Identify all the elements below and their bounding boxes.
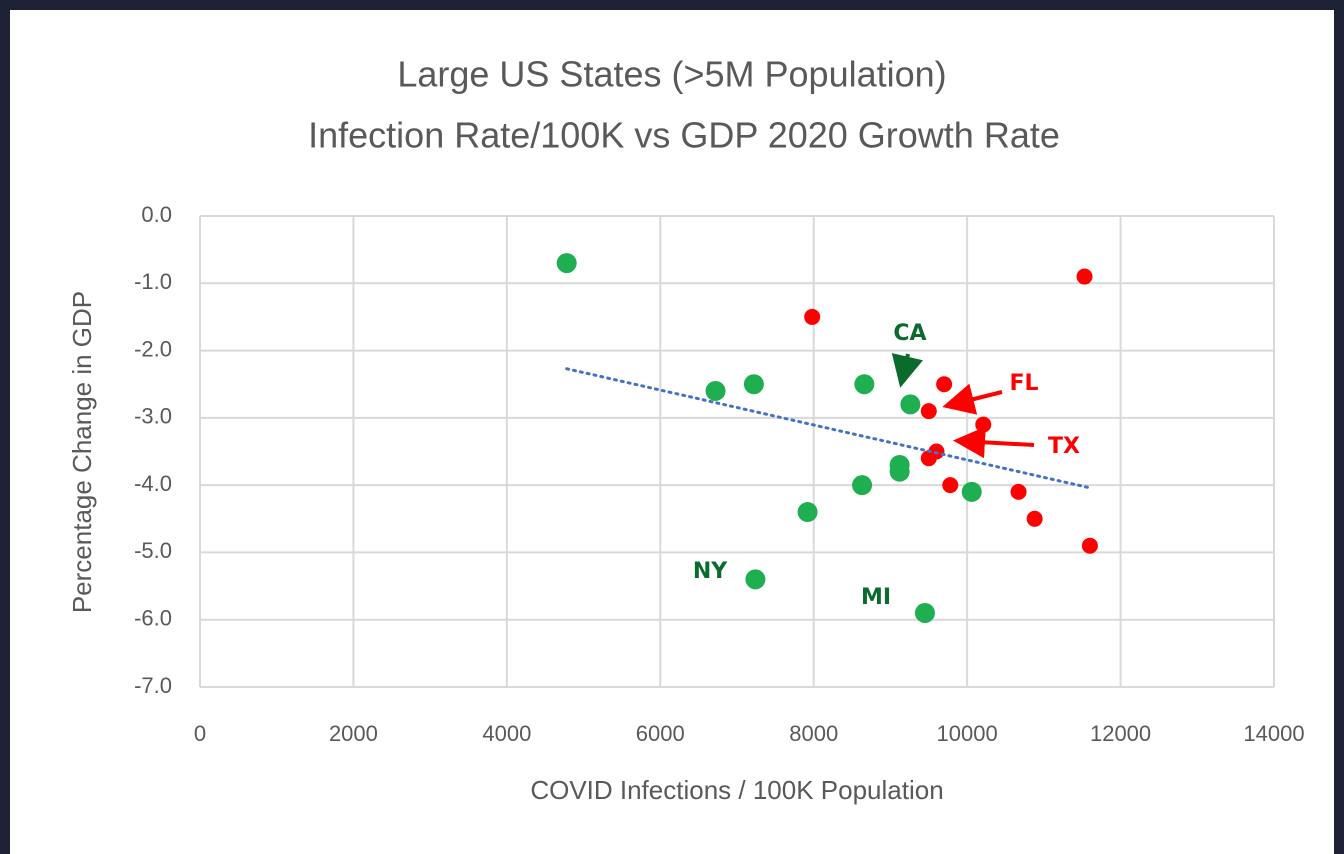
x-tick-label: 8000 (789, 721, 838, 746)
point (920, 450, 937, 467)
y-tick-label: -2.0 (134, 336, 172, 361)
point (942, 477, 959, 494)
y-tick-label: -4.0 (134, 471, 172, 496)
x-tick-label: 4000 (482, 721, 531, 746)
x-tick-label: 0 (194, 721, 206, 746)
y-tick-label: -6.0 (134, 606, 172, 631)
y-tick-label: 0.0 (141, 202, 172, 227)
annotation: FL (1009, 371, 1038, 396)
point (920, 403, 937, 420)
x-tick-label: 14000 (1243, 721, 1304, 746)
y-axis-label: Percentage Change in GDP (67, 291, 97, 613)
point (797, 502, 818, 523)
point (804, 308, 821, 325)
x-tick-label: 10000 (937, 721, 998, 746)
point (900, 394, 921, 415)
panel (10, 10, 1334, 854)
y-tick-label: -1.0 (134, 269, 172, 294)
annotation: MI (861, 585, 891, 610)
x-tick-label: 12000 (1090, 721, 1151, 746)
point (1026, 510, 1043, 527)
point (705, 380, 726, 401)
annotation: NY (693, 559, 728, 584)
x-axis-label: COVID Infections / 100K Population (530, 775, 943, 805)
point (1081, 537, 1098, 554)
point (556, 253, 577, 274)
point (1076, 268, 1093, 285)
point (914, 602, 935, 623)
chart-title: Infection Rate/100K vs GDP 2020 Growth R… (308, 115, 1060, 156)
annotation: CA (893, 321, 926, 346)
y-tick-label: -3.0 (134, 404, 172, 429)
point (854, 374, 875, 395)
point (961, 481, 982, 502)
annotation-arrow (942, 383, 1003, 415)
point (745, 569, 766, 590)
annotation: TX (1048, 434, 1080, 459)
point (936, 376, 953, 393)
y-tick-label: -7.0 (134, 673, 172, 698)
point (1010, 483, 1027, 500)
point (889, 461, 910, 482)
point (852, 475, 873, 496)
trendline (565, 367, 1092, 490)
chart-title: Large US States (>5M Population) (397, 54, 946, 95)
point (975, 416, 992, 433)
x-tick-label: 2000 (329, 721, 378, 746)
x-tick-label: 6000 (636, 721, 685, 746)
annotation-arrow (953, 426, 1035, 459)
annotation-arrow (891, 353, 923, 388)
point (743, 374, 764, 395)
y-tick-label: -5.0 (134, 538, 172, 563)
